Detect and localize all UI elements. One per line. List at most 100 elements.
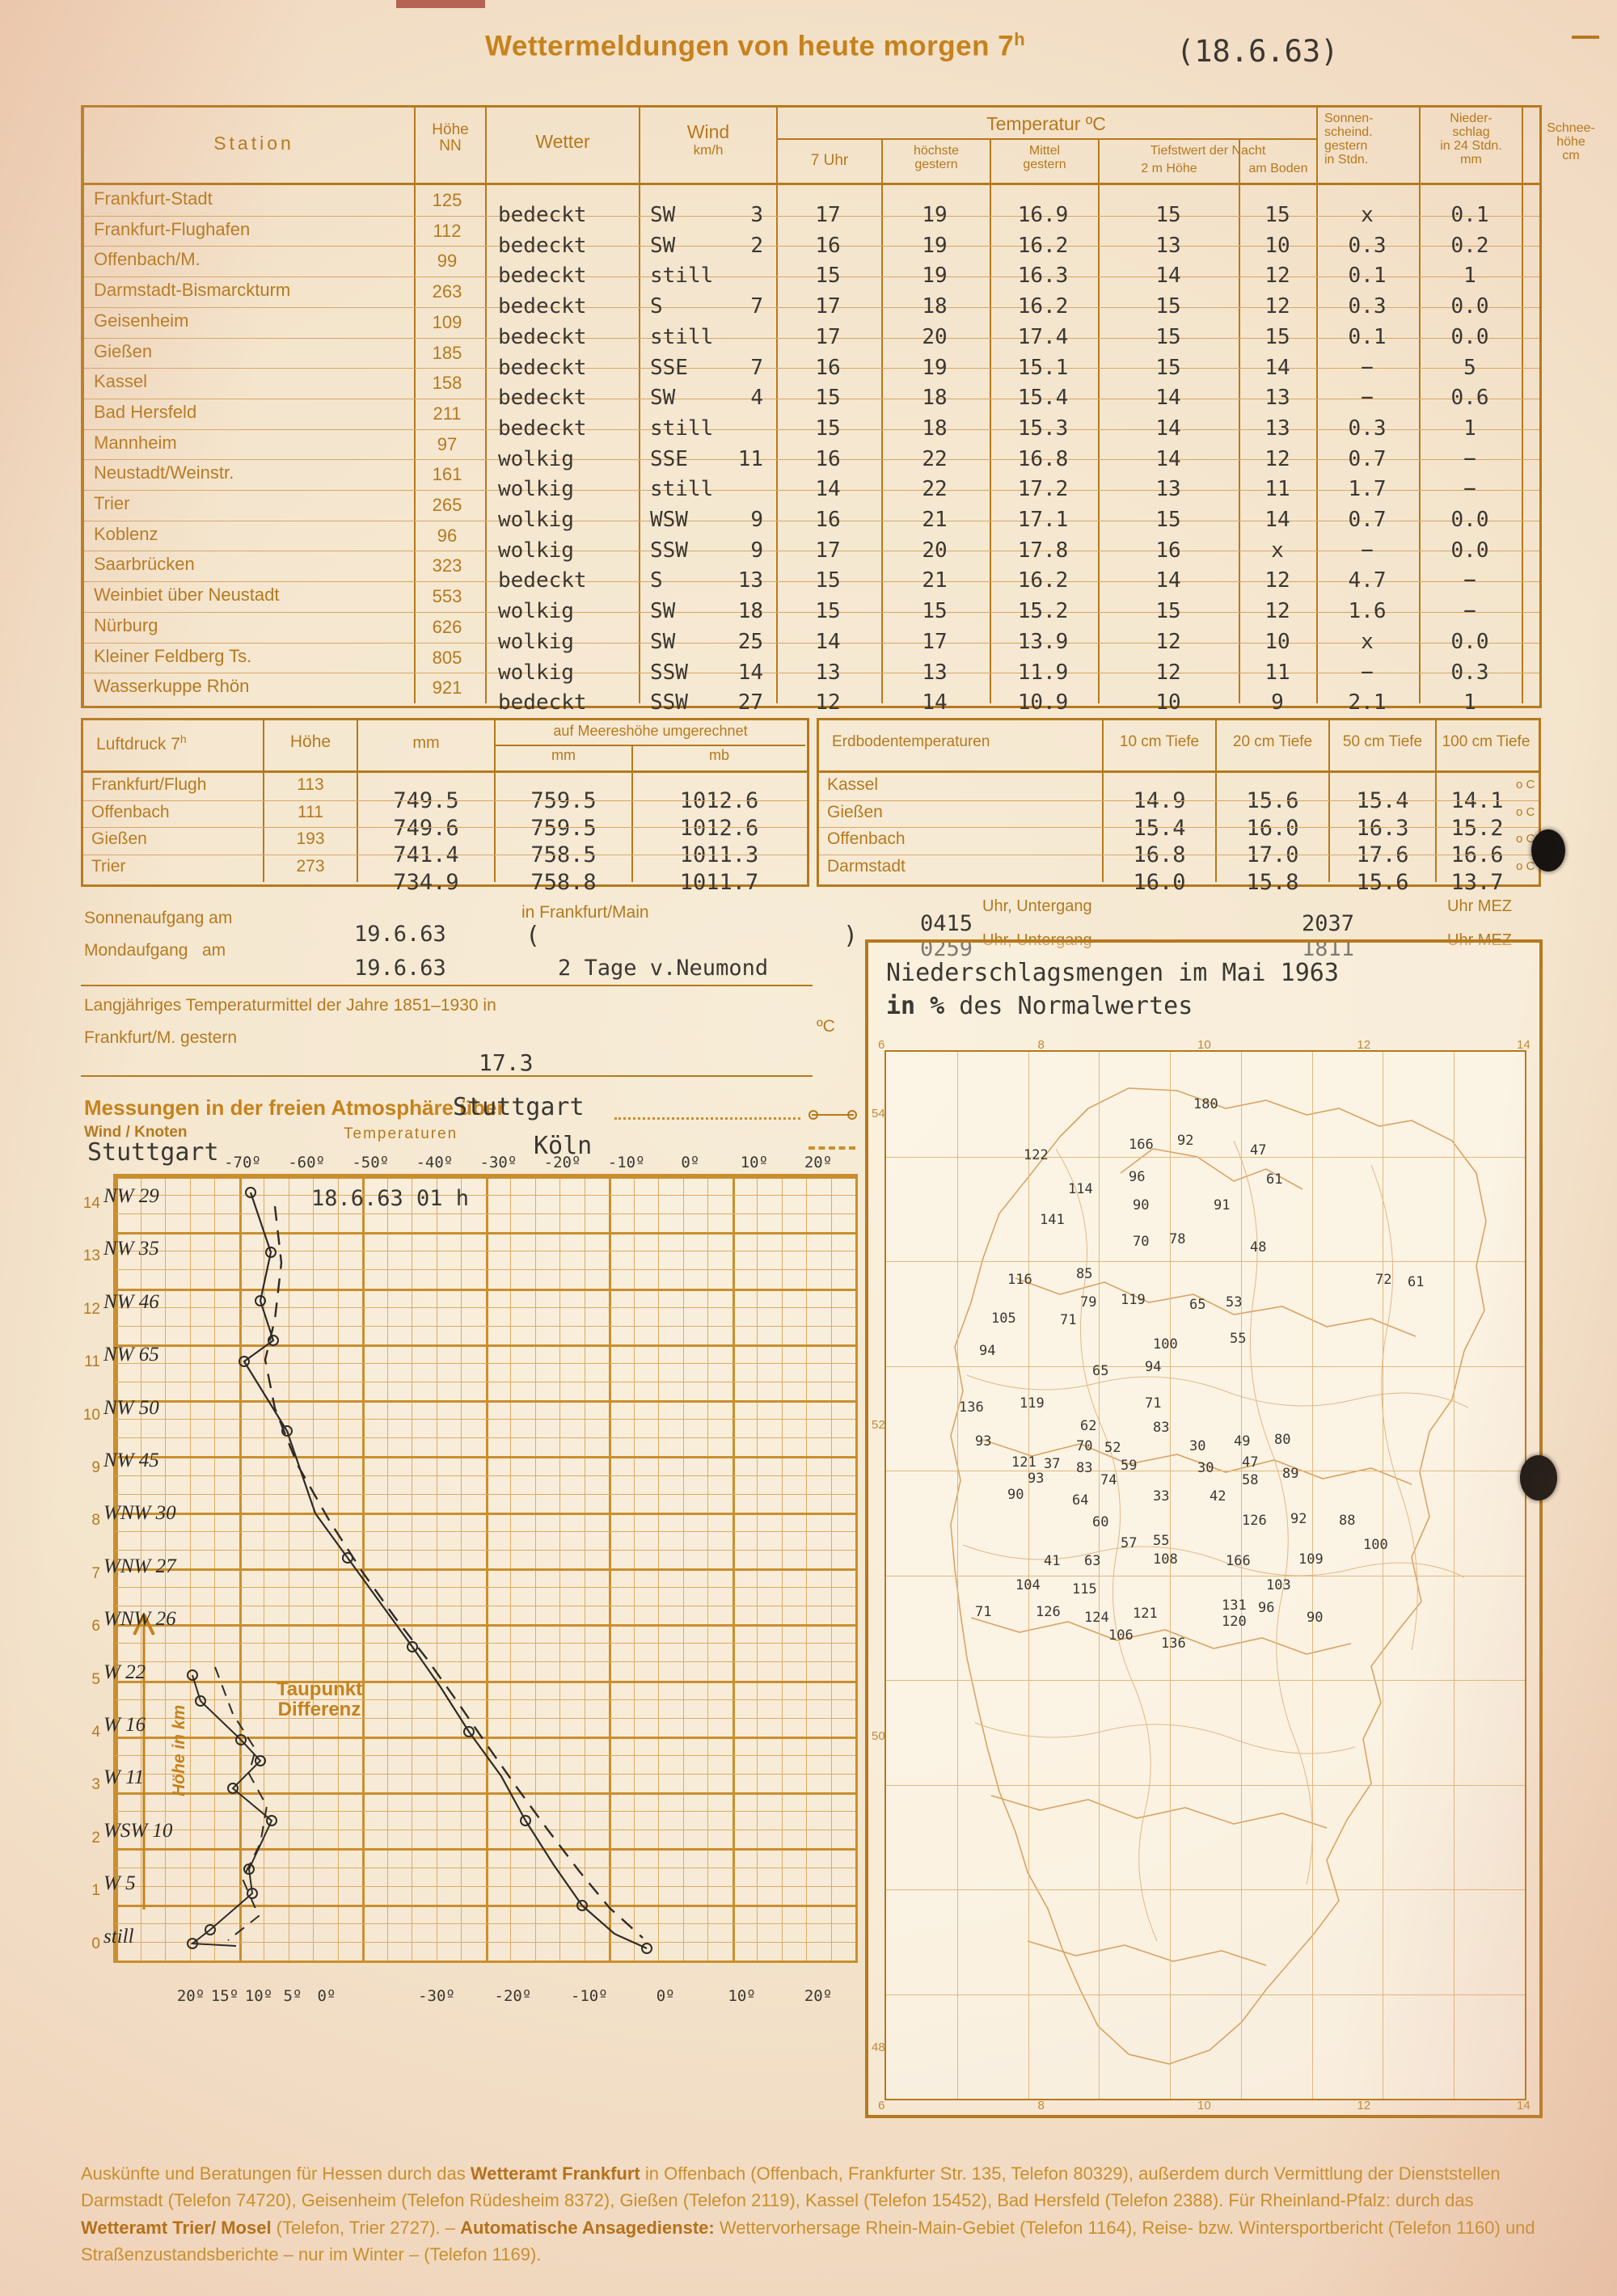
right-edge-tick xyxy=(1572,36,1599,39)
cell-thoch: 18 xyxy=(922,386,948,411)
cell-wetter: wolkig xyxy=(498,538,574,563)
grid-hline xyxy=(116,1681,855,1683)
x-tick-dewpoint: 0º xyxy=(317,1987,336,2005)
station-name: Mannheim xyxy=(94,432,177,453)
cell-nieder: 0.1 xyxy=(1450,203,1489,227)
grid-hline xyxy=(116,1587,855,1588)
map-precip-value: 71 xyxy=(1060,1312,1077,1328)
erdboden-col-100cm: 100 cm Tiefe xyxy=(1442,733,1530,750)
col-header-wind: Wind km/h xyxy=(640,122,776,158)
cell-nieder: 1 xyxy=(1463,416,1476,441)
grid-hline xyxy=(116,1326,855,1327)
x-tick-top: -20º xyxy=(543,1154,581,1171)
km-tick-label: 14 xyxy=(82,1195,100,1212)
map-precip-value: 116 xyxy=(1007,1272,1032,1288)
station-name: Weinbiet über Neustadt xyxy=(94,585,280,606)
station-name: Trier xyxy=(94,493,130,513)
map-precip-value: 115 xyxy=(1072,1581,1097,1597)
cell-nieder: − xyxy=(1463,599,1476,624)
cell-tief2m: 14 xyxy=(1155,416,1181,441)
langjaehrig-divider xyxy=(81,1075,813,1077)
station-elevation: 805 xyxy=(432,647,462,668)
station-name: Frankfurt-Flughafen xyxy=(94,218,251,239)
grid-hline xyxy=(116,1718,855,1719)
cell-tief2m: 15 xyxy=(1155,355,1181,380)
luftdruck-hoehe: 273 xyxy=(296,856,325,876)
luftdruck-station: Gießen xyxy=(91,829,147,848)
station-name: Koblenz xyxy=(94,523,158,544)
col-header-mittel-gestern: Mittel gestern xyxy=(991,144,1098,172)
map-precip-value: 60 xyxy=(1092,1514,1109,1530)
map-parallel xyxy=(886,1261,1525,1262)
grid-hline xyxy=(116,1699,855,1700)
col-header-7uhr: 7 Uhr xyxy=(810,152,849,169)
cell-wetter: bedeckt xyxy=(498,203,587,227)
cell-tief2m: 14 xyxy=(1155,264,1181,289)
luftdruck-see-mb: 1011.7 xyxy=(679,869,759,895)
hoechste-line2: gestern xyxy=(914,157,958,171)
map-precip-value: 72 xyxy=(1375,1272,1392,1288)
table-row-divider xyxy=(84,246,1539,247)
station-elevation: 185 xyxy=(432,342,462,363)
cell-tiefboden: 12 xyxy=(1264,264,1290,289)
map-precip-value: 83 xyxy=(1076,1460,1093,1476)
col-header-tief-boden: am Boden xyxy=(1248,162,1308,175)
grid-hline xyxy=(116,1661,855,1662)
luftdruck-hoehe: 111 xyxy=(298,802,323,821)
cell-tief2m: 13 xyxy=(1155,477,1181,502)
table-row-divider xyxy=(84,490,1539,491)
taupunkt-line2: Differenz xyxy=(277,1699,361,1721)
map-precip-value: 41 xyxy=(1044,1553,1061,1569)
cell-thoch: 22 xyxy=(922,446,948,471)
map-precip-value: 74 xyxy=(1100,1472,1117,1488)
luftdruck-col-hoehe: Höhe xyxy=(289,732,331,751)
soil-temperature-table: Erdbodentemperaturen 10 cm Tiefe 20 cm T… xyxy=(817,718,1541,895)
wind-reading: WNW 26 xyxy=(103,1608,176,1631)
cell-wetter: wolkig xyxy=(498,629,574,654)
messungen-dotted-rule xyxy=(614,1117,800,1120)
cell-thoch: 15 xyxy=(922,599,948,624)
erdboden-col-10cm: 10 cm Tiefe xyxy=(1119,733,1200,750)
cell-sonne: 0.3 xyxy=(1348,294,1387,319)
cell-tiefboden: 11 xyxy=(1264,477,1290,502)
cell-thoch: 21 xyxy=(922,508,948,532)
cell-t7: 16 xyxy=(815,233,841,258)
luftdruck-col-umg-mm: mm xyxy=(551,747,576,763)
map-precip-value: 62 xyxy=(1080,1418,1097,1434)
x-tick-top: 10º xyxy=(740,1154,769,1171)
erdboden-20cm: 15.6 xyxy=(1246,788,1299,813)
map-meridian xyxy=(1099,1052,1100,2099)
map-lat-tick: 50 xyxy=(872,1729,885,1743)
wind-line1: Wind xyxy=(686,121,730,142)
km-tick-label: 4 xyxy=(91,1724,100,1741)
cell-tmittel: 17.2 xyxy=(1017,477,1069,502)
table-body: Frankfurt-Stadt 125 Frankfurt-Flughafen 112… xyxy=(84,185,1539,715)
map-precip-value: 166 xyxy=(1226,1553,1251,1569)
wind-knoten-label: Wind / Knoten xyxy=(84,1124,188,1141)
grid-hline xyxy=(116,1960,855,1963)
cell-thoch: 19 xyxy=(922,233,948,258)
cell-wind_dir: SW xyxy=(650,233,676,258)
erdboden-col-50cm: 50 cm Tiefe xyxy=(1342,733,1423,750)
map-precip-value: 92 xyxy=(1177,1133,1194,1149)
erdboden-50cm: 16.3 xyxy=(1356,815,1409,841)
cell-tiefboden: 15 xyxy=(1264,324,1290,349)
map-title-line1: Niederschlagsmengen im Mai 1963 xyxy=(886,959,1339,987)
grid-hline xyxy=(116,1568,855,1571)
map-precip-value: 90 xyxy=(1133,1197,1150,1213)
station-elevation: 921 xyxy=(432,677,462,699)
messungen-title: Messungen in der freien Atmosphäre über xyxy=(84,1095,505,1120)
map-lon-tick-bottom: 6 xyxy=(878,2099,885,2112)
sonnen-untergang-zeit: 2037 xyxy=(1302,911,1355,936)
x-tick-dewpoint: 5º xyxy=(283,1987,302,2005)
cell-nieder: − xyxy=(1463,568,1476,593)
map-precip-value: 141 xyxy=(1040,1212,1065,1228)
km-tick-label: 11 xyxy=(84,1353,100,1371)
hoehe-in-km-label: Höhe in km xyxy=(170,1705,189,1796)
x-tick-bottom: -10º xyxy=(570,1987,608,2005)
cell-wetter: bedeckt xyxy=(498,355,587,380)
map-title-line2-rest: des Normalwertes xyxy=(944,991,1193,1020)
cell-t7: 14 xyxy=(815,477,841,502)
cell-thoch: 19 xyxy=(922,355,948,380)
cell-wind_dir: SW xyxy=(650,203,676,227)
